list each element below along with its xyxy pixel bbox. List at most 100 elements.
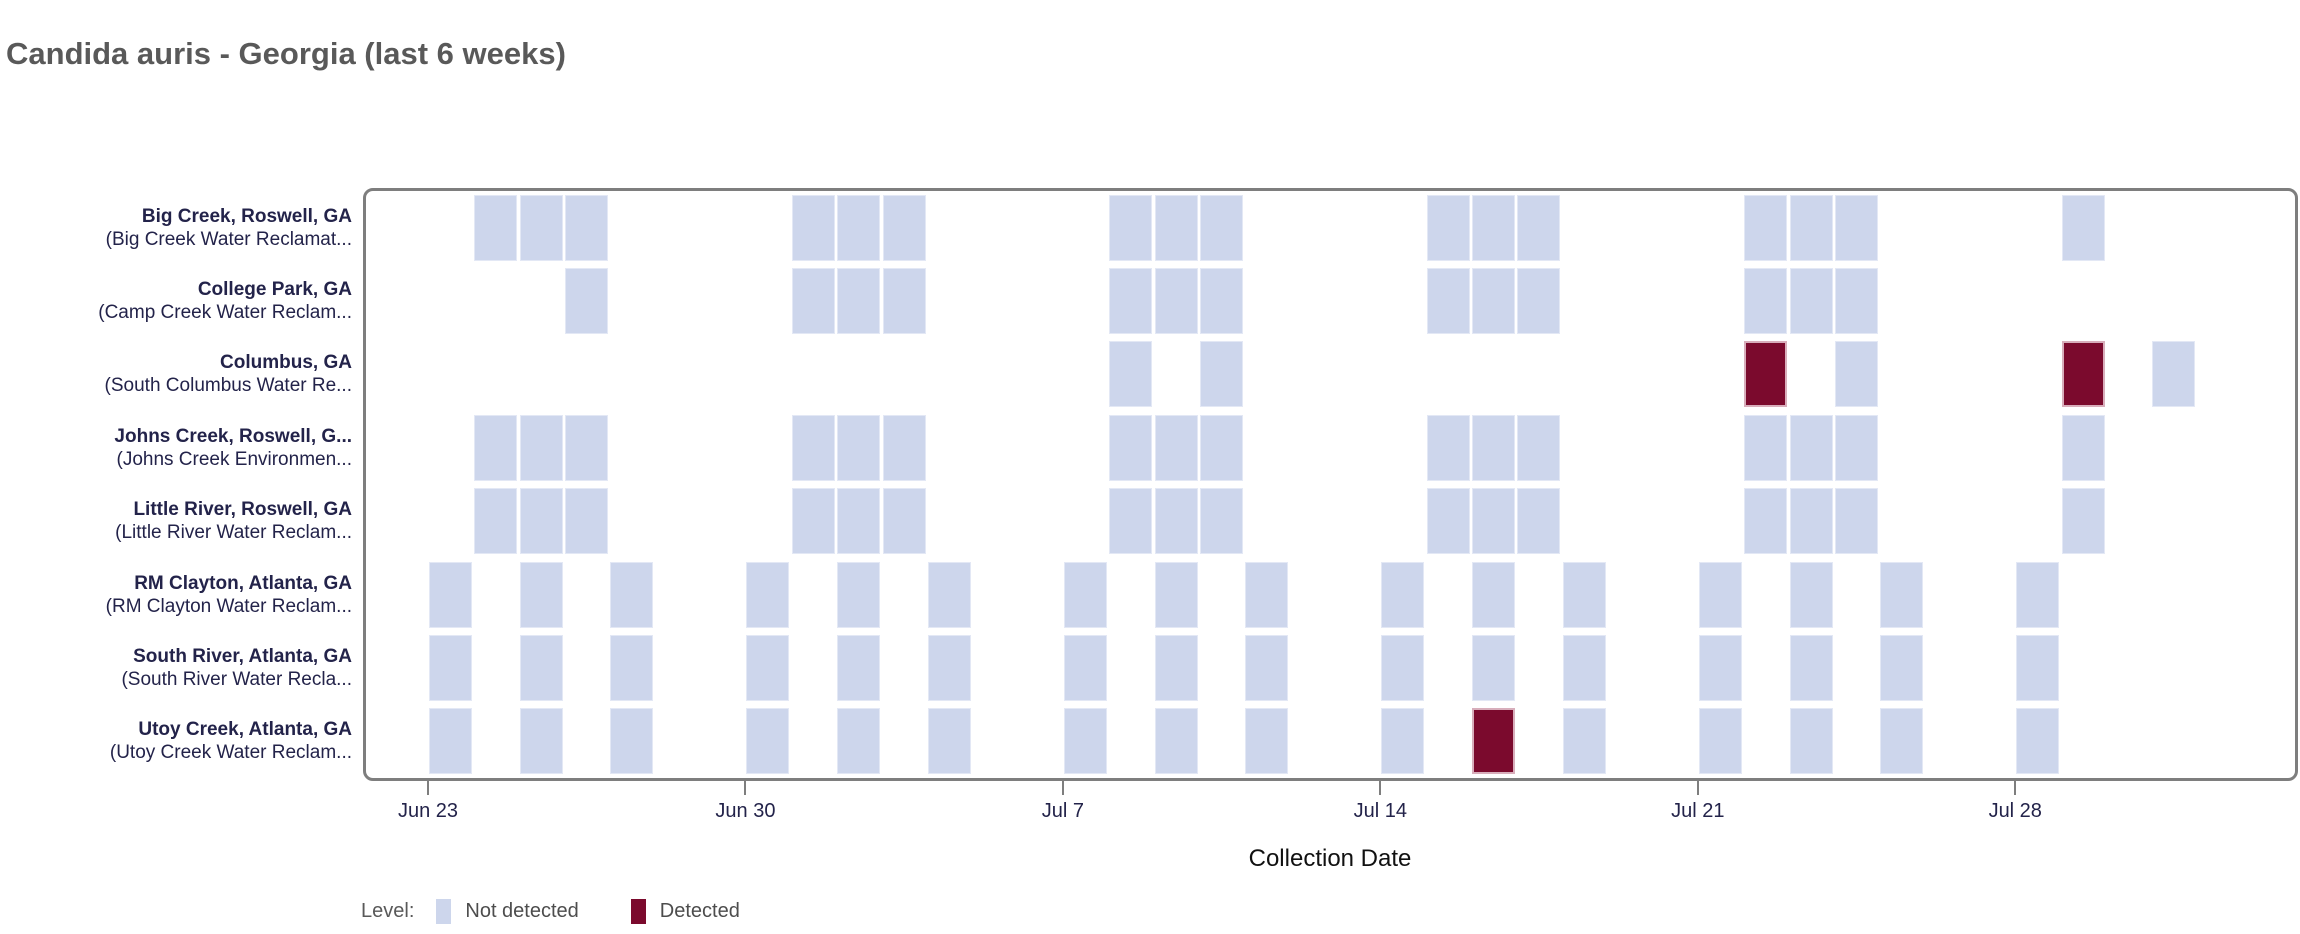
heatmap-cell-not-detected[interactable]: [2061, 414, 2105, 481]
heatmap-cell-not-detected[interactable]: [429, 634, 472, 701]
heatmap-cell-not-detected[interactable]: [1789, 268, 1833, 335]
heatmap-cell-not-detected[interactable]: [429, 561, 472, 628]
heatmap-cell-not-detected[interactable]: [519, 414, 563, 481]
heatmap-cell-not-detected[interactable]: [1245, 561, 1289, 628]
heatmap-cell-not-detected[interactable]: [1744, 414, 1788, 481]
heatmap-cell-not-detected[interactable]: [1472, 414, 1516, 481]
heatmap-cell-not-detected[interactable]: [1426, 268, 1470, 335]
heatmap-cell-not-detected[interactable]: [1109, 341, 1153, 408]
heatmap-cell-not-detected[interactable]: [791, 488, 835, 555]
heatmap-cell-not-detected[interactable]: [746, 634, 790, 701]
heatmap-cell-not-detected[interactable]: [1063, 561, 1107, 628]
heatmap-cell-not-detected[interactable]: [1154, 708, 1198, 775]
heatmap-cell-not-detected[interactable]: [2016, 634, 2060, 701]
heatmap-cell-not-detected[interactable]: [519, 194, 563, 261]
heatmap-cell-not-detected[interactable]: [837, 488, 881, 555]
heatmap-cell-not-detected[interactable]: [791, 414, 835, 481]
heatmap-cell-not-detected[interactable]: [927, 634, 971, 701]
heatmap-cell-not-detected[interactable]: [1834, 488, 1878, 555]
heatmap-cell-not-detected[interactable]: [1834, 341, 1878, 408]
heatmap-cell-not-detected[interactable]: [1880, 708, 1924, 775]
heatmap-cell-detected[interactable]: [1472, 708, 1516, 775]
heatmap-cell-not-detected[interactable]: [1834, 268, 1878, 335]
heatmap-cell-not-detected[interactable]: [1472, 194, 1516, 261]
heatmap-cell-not-detected[interactable]: [1517, 488, 1561, 555]
heatmap-cell-not-detected[interactable]: [2061, 488, 2105, 555]
heatmap-cell-not-detected[interactable]: [1154, 488, 1198, 555]
heatmap-cell-not-detected[interactable]: [474, 194, 518, 261]
heatmap-cell-not-detected[interactable]: [1154, 561, 1198, 628]
heatmap-cell-not-detected[interactable]: [882, 414, 926, 481]
heatmap-cell-not-detected[interactable]: [1199, 488, 1243, 555]
heatmap-cell-not-detected[interactable]: [1109, 414, 1153, 481]
heatmap-cell-not-detected[interactable]: [1880, 634, 1924, 701]
heatmap-cell-not-detected[interactable]: [1562, 708, 1606, 775]
heatmap-cell-not-detected[interactable]: [1199, 341, 1243, 408]
heatmap-cell-not-detected[interactable]: [2061, 194, 2105, 261]
heatmap-cell-not-detected[interactable]: [1426, 488, 1470, 555]
heatmap-cell-not-detected[interactable]: [1472, 488, 1516, 555]
heatmap-cell-not-detected[interactable]: [1109, 194, 1153, 261]
heatmap-cell-not-detected[interactable]: [882, 268, 926, 335]
heatmap-cell-not-detected[interactable]: [1381, 708, 1425, 775]
heatmap-cell-not-detected[interactable]: [1789, 414, 1833, 481]
heatmap-cell-not-detected[interactable]: [1154, 634, 1198, 701]
heatmap-cell-not-detected[interactable]: [2016, 561, 2060, 628]
heatmap-cell-not-detected[interactable]: [429, 708, 472, 775]
heatmap-cell-not-detected[interactable]: [1154, 414, 1198, 481]
heatmap-cell-not-detected[interactable]: [1834, 414, 1878, 481]
heatmap-cell-not-detected[interactable]: [882, 194, 926, 261]
heatmap-cell-not-detected[interactable]: [1199, 268, 1243, 335]
heatmap-cell-not-detected[interactable]: [565, 414, 609, 481]
heatmap-cell-not-detected[interactable]: [474, 488, 518, 555]
heatmap-cell-not-detected[interactable]: [1199, 194, 1243, 261]
heatmap-cell-not-detected[interactable]: [2152, 341, 2196, 408]
heatmap-cell-not-detected[interactable]: [610, 561, 654, 628]
heatmap-cell-not-detected[interactable]: [565, 268, 609, 335]
heatmap-cell-not-detected[interactable]: [837, 634, 881, 701]
heatmap-cell-not-detected[interactable]: [746, 561, 790, 628]
heatmap-cell-not-detected[interactable]: [1789, 561, 1833, 628]
heatmap-cell-not-detected[interactable]: [1789, 488, 1833, 555]
heatmap-cell-not-detected[interactable]: [1698, 561, 1742, 628]
heatmap-cell-not-detected[interactable]: [1517, 194, 1561, 261]
heatmap-cell-not-detected[interactable]: [1880, 561, 1924, 628]
heatmap-cell-not-detected[interactable]: [1744, 268, 1788, 335]
heatmap-cell-not-detected[interactable]: [746, 708, 790, 775]
heatmap-cell-not-detected[interactable]: [1472, 268, 1516, 335]
heatmap-cell-not-detected[interactable]: [565, 194, 609, 261]
heatmap-cell-not-detected[interactable]: [1245, 708, 1289, 775]
heatmap-cell-not-detected[interactable]: [519, 708, 563, 775]
heatmap-cell-not-detected[interactable]: [1789, 634, 1833, 701]
heatmap-cell-not-detected[interactable]: [1109, 268, 1153, 335]
heatmap-cell-not-detected[interactable]: [1426, 414, 1470, 481]
heatmap-cell-not-detected[interactable]: [1562, 634, 1606, 701]
heatmap-cell-detected[interactable]: [1744, 341, 1788, 408]
heatmap-cell-not-detected[interactable]: [837, 268, 881, 335]
heatmap-cell-not-detected[interactable]: [837, 414, 881, 481]
heatmap-cell-not-detected[interactable]: [837, 708, 881, 775]
heatmap-cell-not-detected[interactable]: [474, 414, 518, 481]
heatmap-cell-not-detected[interactable]: [519, 561, 563, 628]
heatmap-cell-not-detected[interactable]: [882, 488, 926, 555]
heatmap-cell-not-detected[interactable]: [927, 561, 971, 628]
heatmap-cell-not-detected[interactable]: [2016, 708, 2060, 775]
heatmap-cell-not-detected[interactable]: [519, 634, 563, 701]
heatmap-cell-not-detected[interactable]: [610, 634, 654, 701]
heatmap-cell-not-detected[interactable]: [1744, 194, 1788, 261]
heatmap-cell-not-detected[interactable]: [1472, 634, 1516, 701]
heatmap-cell-not-detected[interactable]: [927, 708, 971, 775]
heatmap-cell-not-detected[interactable]: [1245, 634, 1289, 701]
heatmap-cell-not-detected[interactable]: [1789, 708, 1833, 775]
heatmap-cell-not-detected[interactable]: [1517, 414, 1561, 481]
heatmap-cell-not-detected[interactable]: [1381, 634, 1425, 701]
heatmap-cell-not-detected[interactable]: [1426, 194, 1470, 261]
heatmap-cell-not-detected[interactable]: [837, 561, 881, 628]
heatmap-cell-not-detected[interactable]: [791, 268, 835, 335]
heatmap-cell-not-detected[interactable]: [837, 194, 881, 261]
heatmap-cell-not-detected[interactable]: [1698, 634, 1742, 701]
heatmap-cell-not-detected[interactable]: [1744, 488, 1788, 555]
heatmap-cell-not-detected[interactable]: [1698, 708, 1742, 775]
heatmap-cell-not-detected[interactable]: [1381, 561, 1425, 628]
heatmap-cell-not-detected[interactable]: [1562, 561, 1606, 628]
